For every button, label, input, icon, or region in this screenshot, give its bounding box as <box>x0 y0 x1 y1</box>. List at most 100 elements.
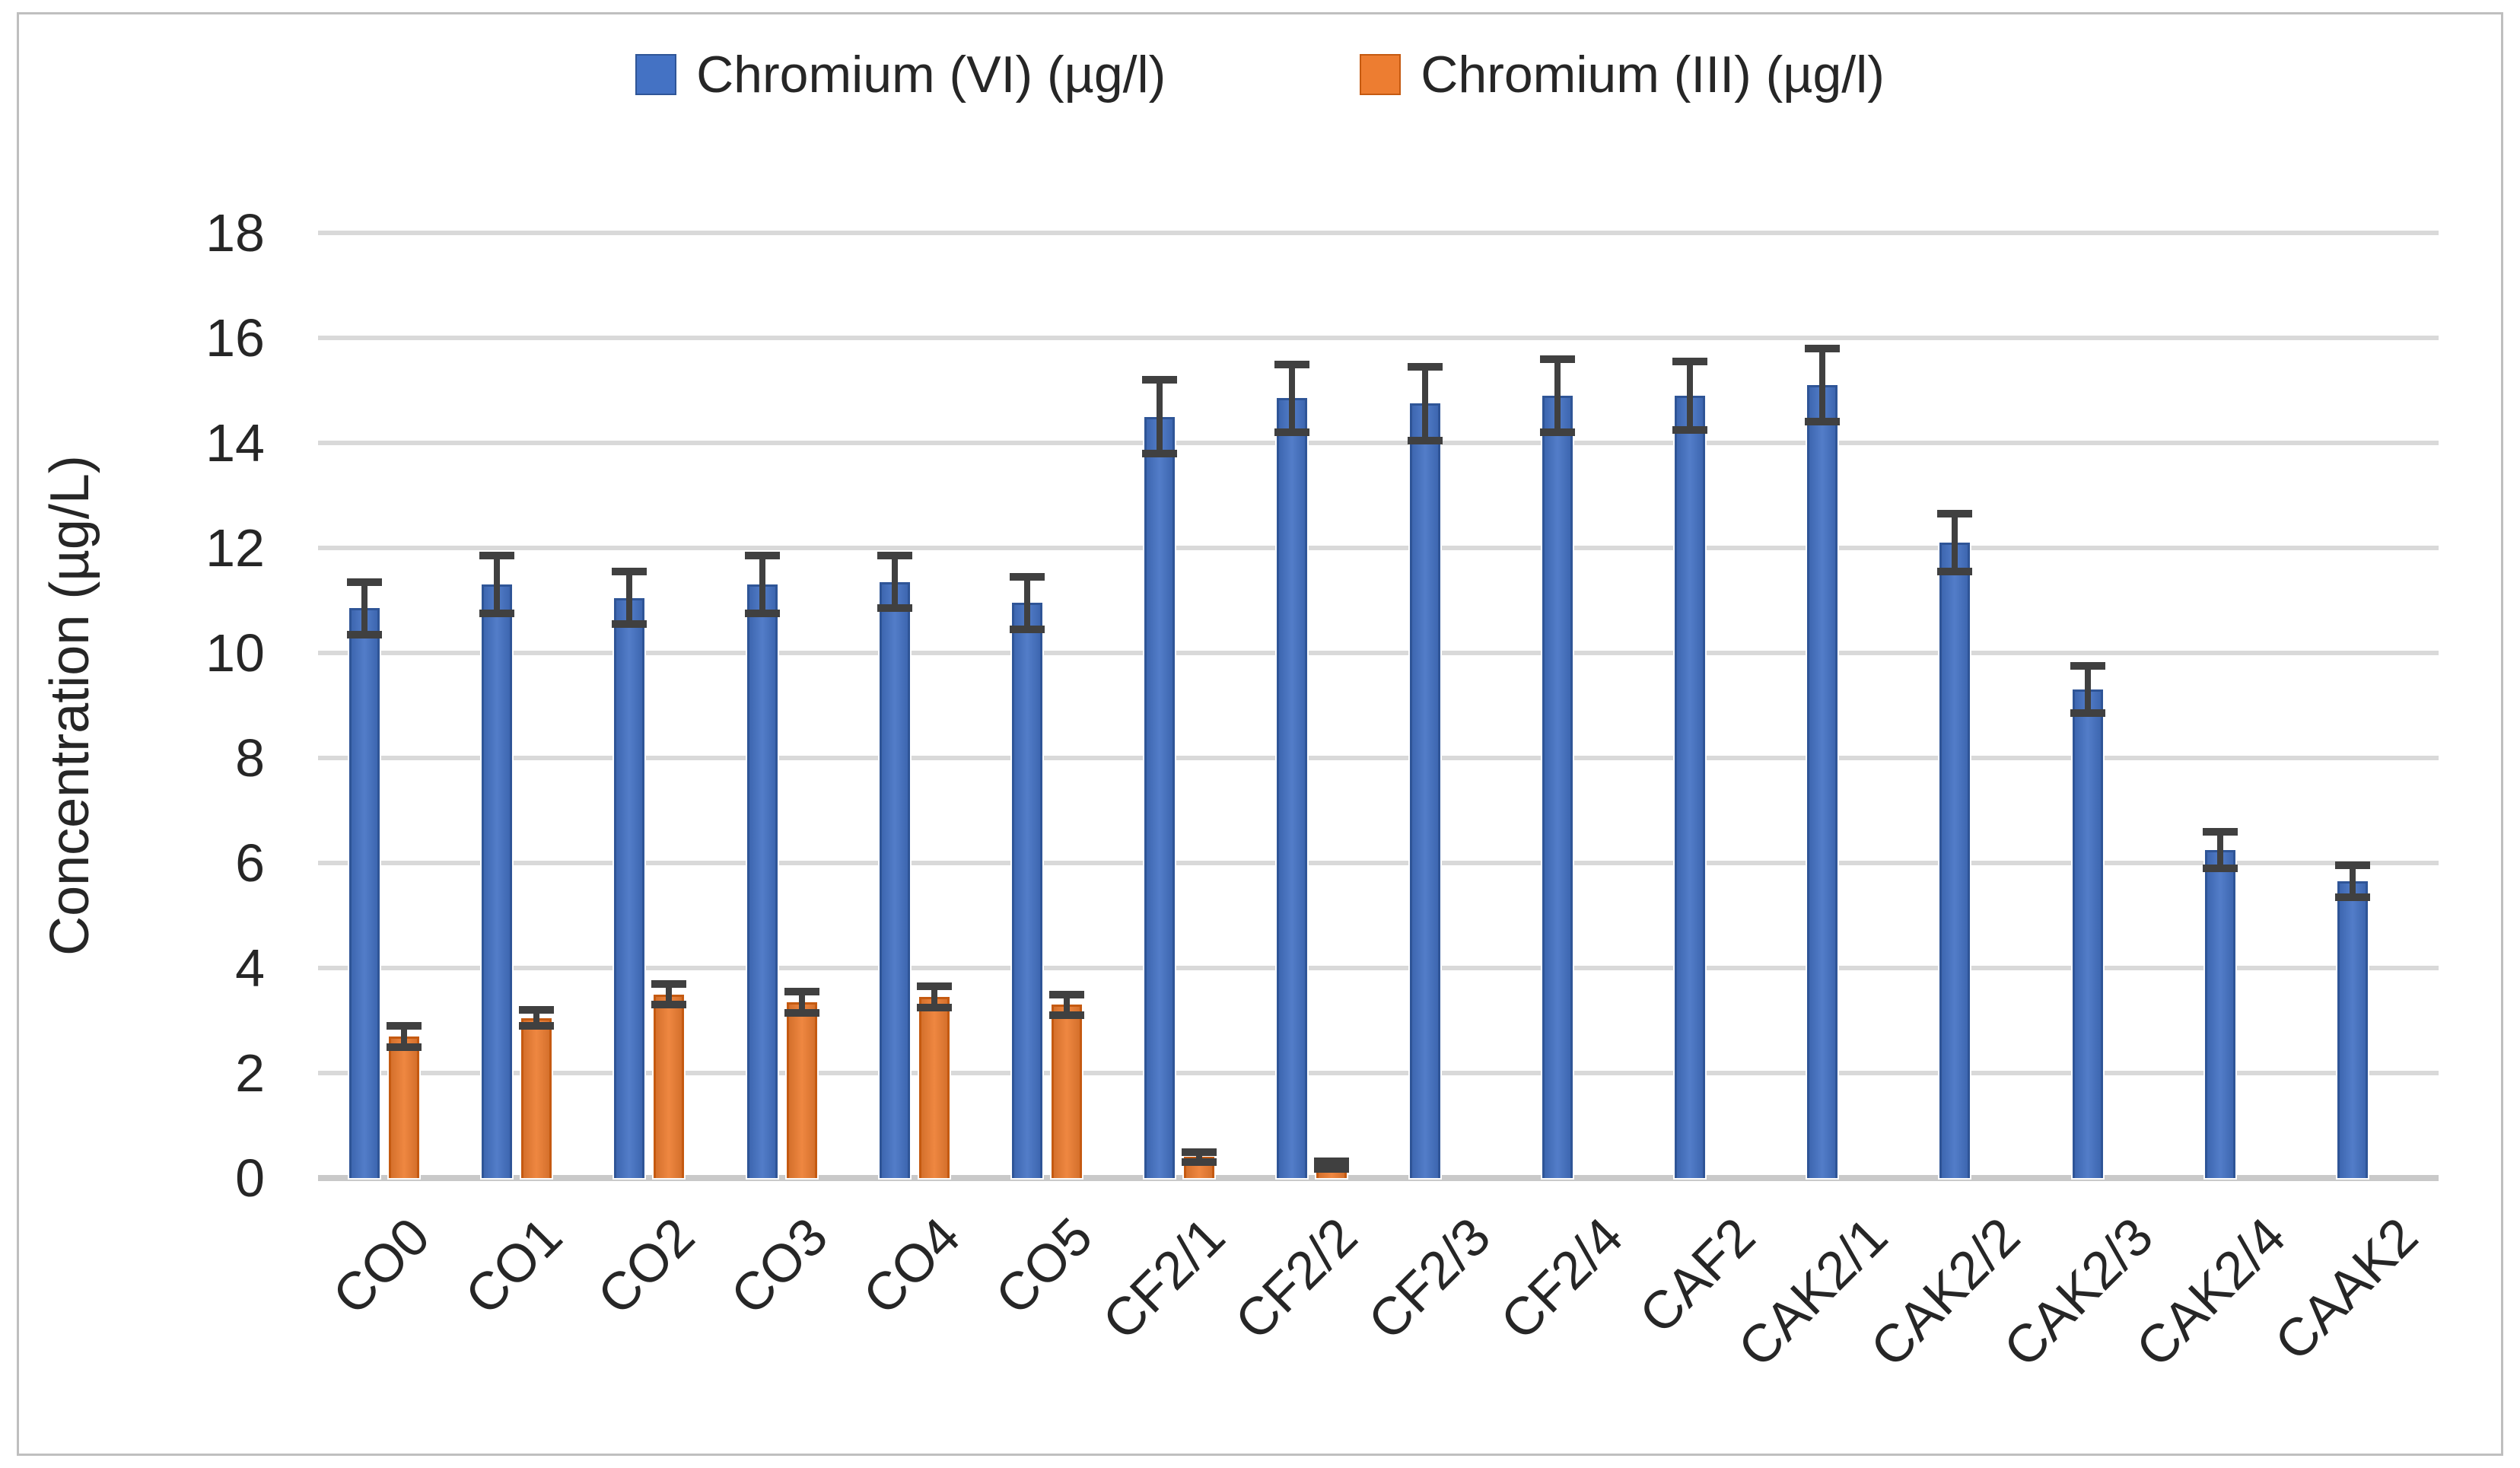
bar-chromium-vi-co2 <box>614 597 645 1178</box>
error-cap-bottom-chromium-vi-cf2-3 <box>1407 436 1443 444</box>
legend-swatch-chromium-iii-icon <box>1360 54 1402 95</box>
y-tick-label-4: 4 <box>235 938 265 998</box>
error-cap-top-chromium-vi-caf2 <box>1672 358 1707 366</box>
error-cap-bottom-chromium-iii-co5 <box>1049 1011 1085 1020</box>
gridline-y-6 <box>318 861 2439 865</box>
bar-chromium-iii-co5 <box>1052 1005 1083 1178</box>
error-bar-chromium-vi-cak2-3 <box>2084 666 2091 714</box>
error-cap-bottom-chromium-vi-cak2-2 <box>1937 568 1973 576</box>
error-cap-top-chromium-iii-co5 <box>1049 990 1085 998</box>
error-bar-chromium-vi-cf2-4 <box>1554 358 1561 433</box>
error-cap-bottom-chromium-vi-co1 <box>479 610 515 618</box>
bar-chromium-vi-cf2-1 <box>1144 416 1176 1178</box>
error-bar-chromium-vi-caf2 <box>1686 361 1693 430</box>
error-bar-chromium-vi-co0 <box>361 581 368 635</box>
error-cap-top-chromium-iii-cf2-2 <box>1314 1157 1350 1165</box>
y-tick-label-18: 18 <box>205 203 265 263</box>
error-bar-chromium-vi-co4 <box>891 556 898 609</box>
legend-label-chromium-iii: Chromium (III) (µg/l) <box>1421 46 1885 103</box>
gridline-y-10 <box>318 651 2439 655</box>
error-bar-chromium-vi-co2 <box>626 572 633 625</box>
bar-chromium-vi-cak2-1 <box>1807 385 1838 1178</box>
error-cap-bottom-chromium-vi-co0 <box>347 630 383 638</box>
bar-chromium-vi-cf2-4 <box>1542 395 1573 1178</box>
error-bar-chromium-vi-cak2-4 <box>2216 831 2223 868</box>
error-cap-bottom-chromium-vi-caak2 <box>2334 893 2370 901</box>
error-cap-top-chromium-vi-co2 <box>612 568 648 576</box>
error-bar-chromium-iii-co5 <box>1064 994 1071 1016</box>
error-bar-chromium-iii-co2 <box>666 983 673 1005</box>
error-cap-bottom-chromium-vi-cak2-3 <box>2070 709 2105 718</box>
bar-chromium-vi-cf2-3 <box>1409 403 1440 1178</box>
error-cap-top-chromium-iii-co3 <box>784 988 819 996</box>
error-cap-bottom-chromium-vi-cak2-1 <box>1805 418 1841 426</box>
error-cap-bottom-chromium-iii-co2 <box>651 1001 687 1009</box>
error-cap-top-chromium-vi-caak2 <box>2334 861 2370 870</box>
error-cap-top-chromium-vi-cak2-1 <box>1805 344 1841 352</box>
error-cap-top-chromium-iii-co1 <box>519 1006 555 1014</box>
error-cap-bottom-chromium-vi-co2 <box>612 620 648 629</box>
error-cap-top-chromium-vi-co0 <box>347 578 383 586</box>
bar-chromium-vi-co0 <box>349 608 380 1178</box>
error-bar-chromium-iii-co3 <box>798 992 805 1013</box>
error-bar-chromium-iii-co0 <box>401 1025 408 1047</box>
y-tick-label-10: 10 <box>205 623 265 683</box>
error-bar-chromium-vi-caak2 <box>2349 865 2356 897</box>
bar-chromium-vi-co1 <box>482 584 513 1178</box>
error-cap-top-chromium-vi-cak2-2 <box>1937 510 1973 518</box>
error-cap-bottom-chromium-vi-co4 <box>877 604 912 613</box>
error-cap-bottom-chromium-iii-cf2-2 <box>1314 1164 1350 1173</box>
y-tick-label-16: 16 <box>205 308 265 368</box>
error-cap-top-chromium-vi-cak2-4 <box>2202 827 2238 836</box>
error-cap-bottom-chromium-vi-cf2-2 <box>1274 428 1310 437</box>
x-axis-label-co0: CO0 <box>321 1206 441 1326</box>
error-cap-top-chromium-vi-cf2-4 <box>1539 355 1575 363</box>
gridline-y-0 <box>318 1175 2439 1181</box>
y-tick-label-6: 6 <box>235 833 265 893</box>
error-cap-bottom-chromium-iii-cf2-1 <box>1182 1158 1217 1167</box>
error-cap-top-chromium-vi-co1 <box>479 552 515 560</box>
error-cap-bottom-chromium-vi-cf2-4 <box>1539 428 1575 437</box>
gridline-y-14 <box>318 441 2439 445</box>
error-bar-chromium-vi-co1 <box>494 556 501 614</box>
y-tick-label-2: 2 <box>235 1043 265 1103</box>
error-cap-top-chromium-vi-cak2-3 <box>2070 662 2105 670</box>
error-cap-bottom-chromium-iii-co3 <box>784 1008 819 1017</box>
error-cap-bottom-chromium-vi-cak2-4 <box>2202 864 2238 872</box>
error-bar-chromium-iii-co4 <box>931 986 937 1008</box>
gridline-y-12 <box>318 546 2439 550</box>
error-bar-chromium-vi-cak2-2 <box>1952 514 1958 572</box>
error-cap-bottom-chromium-iii-co0 <box>387 1043 422 1051</box>
y-tick-label-8: 8 <box>235 728 265 788</box>
error-cap-bottom-chromium-vi-co5 <box>1010 625 1045 633</box>
gridline-y-4 <box>318 966 2439 970</box>
error-cap-top-chromium-vi-cf2-1 <box>1142 376 1178 384</box>
error-cap-top-chromium-iii-co2 <box>651 979 687 988</box>
error-cap-top-chromium-vi-co3 <box>744 552 780 560</box>
error-cap-top-chromium-iii-co4 <box>916 982 952 991</box>
error-cap-top-chromium-vi-cf2-2 <box>1274 360 1310 368</box>
error-bar-chromium-vi-cf2-3 <box>1421 366 1428 441</box>
error-cap-top-chromium-vi-co5 <box>1010 572 1045 581</box>
bar-chromium-iii-co3 <box>786 1001 817 1178</box>
error-cap-top-chromium-iii-cf2-1 <box>1182 1148 1217 1156</box>
error-cap-bottom-chromium-vi-cf2-1 <box>1142 449 1178 457</box>
y-tick-label-12: 12 <box>205 518 265 578</box>
error-cap-top-chromium-vi-co4 <box>877 552 912 560</box>
bar-chromium-vi-caak2 <box>2337 881 2368 1178</box>
bar-chromium-iii-co1 <box>521 1017 552 1178</box>
bar-chromium-vi-cak2-4 <box>2204 849 2235 1178</box>
error-bar-chromium-iii-cf2-1 <box>1196 1151 1203 1163</box>
gridline-y-16 <box>318 336 2439 340</box>
legend-item-chromium-iii: Chromium (III) (µg/l) <box>1360 49 1885 100</box>
legend-label-chromium-vi: Chromium (VI) (µg/l) <box>696 46 1166 103</box>
bar-chromium-iii-co2 <box>654 994 685 1178</box>
error-bar-chromium-iii-co1 <box>533 1010 540 1026</box>
error-bar-chromium-vi-cf2-2 <box>1289 364 1296 433</box>
bar-chromium-vi-co4 <box>879 581 910 1178</box>
bar-chromium-vi-co5 <box>1012 603 1043 1178</box>
bar-chromium-vi-cf2-2 <box>1277 398 1308 1178</box>
error-cap-top-chromium-vi-cf2-3 <box>1407 362 1443 371</box>
legend: Chromium (VI) (µg/l) Chromium (III) (µg/… <box>0 49 2520 100</box>
